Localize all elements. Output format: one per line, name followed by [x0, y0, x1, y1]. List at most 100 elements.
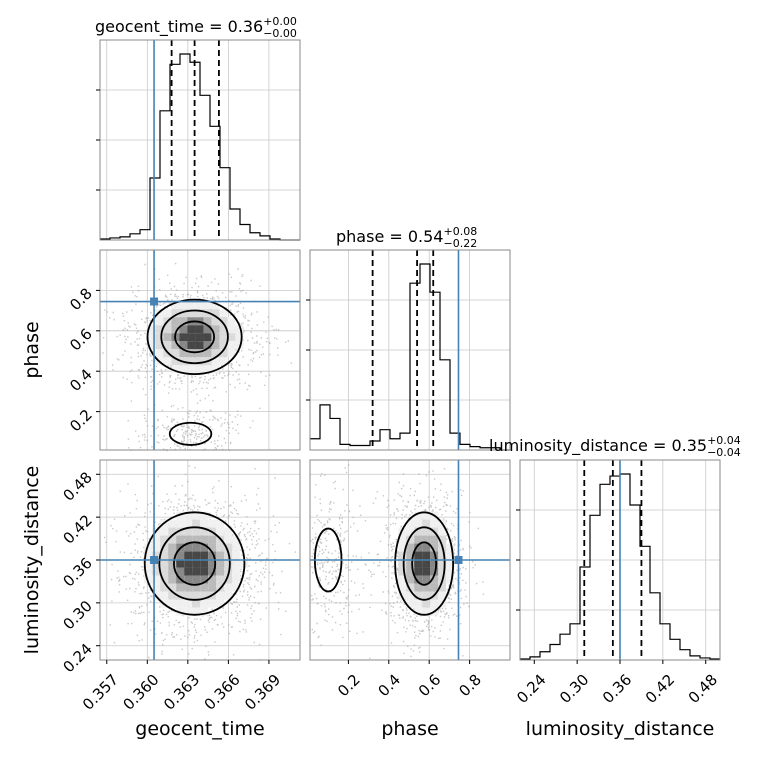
xtick-label-phase: 0.4 [375, 671, 405, 701]
density-cell-luminosity_distance-vs-geocent_time [160, 567, 169, 576]
density-cell-luminosity_distance-vs-geocent_time [200, 583, 209, 592]
density-cell-luminosity_distance-vs-geocent_time [184, 527, 193, 536]
density-cell-luminosity_distance-vs-geocent_time [216, 551, 225, 560]
ytick-label-phase: 0.2 [66, 406, 96, 436]
ytick-label-luminosity_distance: 0.48 [59, 468, 95, 504]
density-cell-luminosity_distance-vs-phase [422, 535, 431, 544]
truth-marker-phase-vs-geocent_time [150, 297, 159, 306]
density-cell-phase-vs-geocent_time [163, 357, 172, 366]
density-cell-luminosity_distance-vs-phase [446, 567, 455, 576]
title-geocent-time-minus: −0.00 [263, 27, 297, 40]
density-cell-phase-vs-geocent_time [195, 365, 204, 374]
truth-marker-luminosity_distance-vs-geocent_time [150, 556, 159, 564]
density-cell-luminosity_distance-vs-geocent_time [216, 527, 225, 536]
density-cell-luminosity_distance-vs-geocent_time [192, 583, 201, 592]
density-cell-luminosity_distance-vs-phase [406, 599, 415, 608]
density-cell-phase-vs-geocent_time [171, 341, 180, 350]
density-cell-luminosity_distance-vs-geocent_time [224, 527, 233, 536]
density-cell-phase-vs-geocent_time [203, 365, 212, 374]
density-cell-luminosity_distance-vs-phase [430, 583, 439, 592]
density-cell-luminosity_distance-vs-phase [398, 535, 407, 544]
xlabel-geocent-time: geocent_time [135, 718, 264, 740]
density-cell-luminosity_distance-vs-phase [438, 583, 447, 592]
density-cell-luminosity_distance-vs-geocent_time [232, 583, 241, 592]
density-cell-luminosity_distance-vs-geocent_time [184, 567, 193, 576]
density-cell-luminosity_distance-vs-geocent_time [232, 567, 241, 576]
density-cell-luminosity_distance-vs-phase [446, 551, 455, 560]
ylabel-phase: phase [21, 321, 43, 378]
density-cell-luminosity_distance-vs-geocent_time [208, 543, 217, 552]
density-cell-luminosity_distance-vs-geocent_time [184, 559, 193, 568]
density-cell-luminosity_distance-vs-geocent_time [152, 575, 161, 584]
density-cell-phase-vs-geocent_time [179, 317, 188, 326]
density-cell-phase-vs-geocent_time [155, 349, 164, 358]
xtick-label-luminosity_distance: 0.48 [685, 671, 721, 707]
density-cell-phase-vs-geocent_time [219, 317, 228, 326]
density-cell-phase-vs-geocent_time [163, 333, 172, 342]
density-cell-phase-vs-geocent_time [219, 357, 228, 366]
density-cell-phase-vs-geocent_time [155, 333, 164, 342]
density-cell-luminosity_distance-vs-phase [406, 567, 415, 576]
density-cell-phase-vs-geocent_time [179, 325, 188, 334]
density-cell-phase-vs-geocent_time [211, 325, 220, 334]
xtick-label-geocent_time: 0.363 [160, 671, 203, 714]
density-cell-phase-vs-geocent_time [195, 349, 204, 358]
density-cell-phase-vs-geocent_time [187, 325, 196, 334]
density-cell-luminosity_distance-vs-geocent_time [176, 591, 185, 600]
density-cell-phase-vs-geocent_time [187, 357, 196, 366]
density-cell-luminosity_distance-vs-geocent_time [208, 559, 217, 568]
density-cell-luminosity_distance-vs-geocent_time [168, 535, 177, 544]
density-cell-luminosity_distance-vs-geocent_time [176, 535, 185, 544]
density-cell-luminosity_distance-vs-phase [398, 559, 407, 568]
density-cell-luminosity_distance-vs-geocent_time [192, 575, 201, 584]
contour-luminosity_distance-vs-geocent_time-2 [143, 511, 246, 616]
title-geocent-time-main: geocent_time = 0.36 [95, 17, 263, 37]
density-cell-phase-vs-geocent_time [219, 349, 228, 358]
scatter-luminosity_distance-vs-geocent_time [104, 465, 297, 661]
density-cell-luminosity_distance-vs-geocent_time [168, 567, 177, 576]
density-cell-luminosity_distance-vs-geocent_time [160, 527, 169, 536]
xlabel-phase: phase [381, 718, 438, 740]
density-cell-luminosity_distance-vs-geocent_time [160, 575, 169, 584]
density-cell-luminosity_distance-vs-geocent_time [152, 551, 161, 560]
density-cell-luminosity_distance-vs-geocent_time [168, 527, 177, 536]
density-cell-luminosity_distance-vs-geocent_time [168, 575, 177, 584]
density-cell-luminosity_distance-vs-geocent_time [200, 511, 209, 520]
density-cell-phase-vs-geocent_time [227, 333, 236, 342]
density-cell-phase-vs-geocent_time [147, 325, 156, 334]
ytick-label-luminosity_distance: 0.24 [59, 640, 95, 676]
xtick-label-phase: 0.8 [455, 671, 485, 701]
density-cell-luminosity_distance-vs-geocent_time [160, 559, 169, 568]
density-cell-luminosity_distance-vs-phase [430, 519, 439, 528]
density-cell-luminosity_distance-vs-geocent_time [176, 559, 185, 568]
density-cell-luminosity_distance-vs-phase [438, 535, 447, 544]
density-cell-luminosity_distance-vs-phase [446, 575, 455, 584]
density-cell-luminosity_distance-vs-geocent_time [224, 543, 233, 552]
density-cell-luminosity_distance-vs-phase [406, 591, 415, 600]
ytick-label-phase: 0.6 [66, 325, 96, 355]
density-cell-luminosity_distance-vs-geocent_time [152, 567, 161, 576]
density-cell-luminosity_distance-vs-geocent_time [144, 551, 153, 560]
density-cell-luminosity_distance-vs-geocent_time [192, 607, 201, 616]
density-cell-phase-vs-geocent_time [179, 309, 188, 318]
density-cell-phase-vs-geocent_time [179, 349, 188, 358]
density-cell-luminosity_distance-vs-phase [446, 559, 455, 568]
density-cell-phase-vs-geocent_time [227, 349, 236, 358]
density-cell-luminosity_distance-vs-geocent_time [232, 535, 241, 544]
density-cell-luminosity_distance-vs-phase [446, 543, 455, 552]
density-cell-phase-vs-geocent_time [163, 341, 172, 350]
density-cell-luminosity_distance-vs-phase [414, 543, 423, 552]
density-cell-luminosity_distance-vs-geocent_time [208, 599, 217, 608]
density-cell-luminosity_distance-vs-geocent_time [184, 511, 193, 520]
density-cell-luminosity_distance-vs-geocent_time [184, 575, 193, 584]
density-cell-luminosity_distance-vs-phase [414, 535, 423, 544]
density-cell-luminosity_distance-vs-phase [422, 567, 431, 576]
density-cell-luminosity_distance-vs-geocent_time [200, 567, 209, 576]
density-cell-luminosity_distance-vs-geocent_time [168, 583, 177, 592]
density-cell-phase-vs-geocent_time [187, 341, 196, 350]
density-cell-luminosity_distance-vs-phase [438, 559, 447, 568]
density-cell-luminosity_distance-vs-phase [414, 511, 423, 520]
density-cell-luminosity_distance-vs-geocent_time [160, 551, 169, 560]
density-cell-phase-vs-geocent_time [179, 341, 188, 350]
